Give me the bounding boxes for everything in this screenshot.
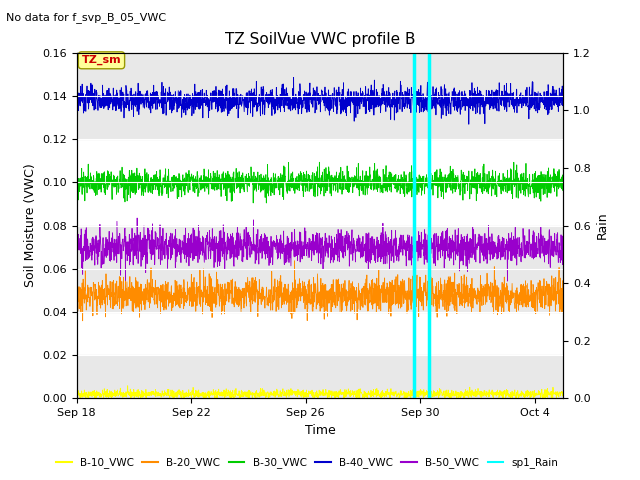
Y-axis label: Rain: Rain — [596, 212, 609, 240]
Bar — [77, 312, 563, 355]
Y-axis label: Soil Moisture (VWC): Soil Moisture (VWC) — [24, 164, 36, 288]
Title: TZ SoilVue VWC profile B: TZ SoilVue VWC profile B — [225, 33, 415, 48]
Bar — [77, 226, 563, 312]
Bar — [77, 139, 563, 226]
Text: No data for f_svp_B_05_VWC: No data for f_svp_B_05_VWC — [6, 12, 166, 23]
Bar — [77, 10, 563, 53]
Text: TZ_sm: TZ_sm — [82, 55, 122, 65]
Bar — [77, 53, 563, 139]
X-axis label: Time: Time — [305, 424, 335, 437]
Legend: B-10_VWC, B-20_VWC, B-30_VWC, B-40_VWC, B-50_VWC, sp1_Rain: B-10_VWC, B-20_VWC, B-30_VWC, B-40_VWC, … — [52, 453, 563, 472]
Bar — [77, 355, 563, 398]
